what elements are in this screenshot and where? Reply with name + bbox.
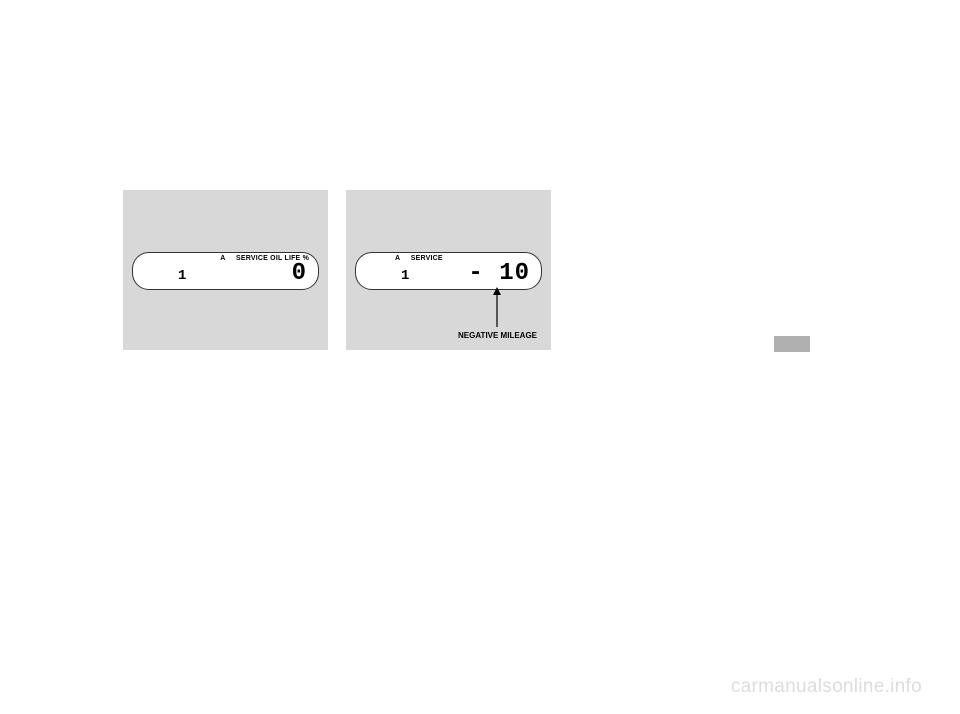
display-panel-2: A SERVICE 1 - 10 NEGATIVE MILEAGE — [346, 190, 551, 350]
lcd-screen-2: A SERVICE 1 - 10 — [355, 252, 542, 290]
manual-page: A SERVICE OIL LIFE % 1 0 A — [0, 0, 960, 714]
lcd-value-2: - 10 — [468, 260, 530, 287]
lcd-value-row-1: 1 0 — [140, 260, 311, 287]
page-tab — [774, 336, 810, 352]
lcd-value-1: 0 — [292, 260, 307, 287]
lcd-indicator-1: 1 — [178, 268, 186, 284]
lcd-value-row-2: 1 - 10 — [363, 260, 534, 287]
lcd-content-1: A SERVICE OIL LIFE % 1 0 — [140, 255, 311, 287]
display-diagrams-row: A SERVICE OIL LIFE % 1 0 A — [123, 190, 551, 350]
lcd-content-2: A SERVICE 1 - 10 — [363, 255, 534, 287]
arrow-icon — [491, 287, 503, 329]
watermark-text: carmanualsonline.info — [731, 676, 922, 698]
negative-mileage-caption: NEGATIVE MILEAGE — [458, 331, 537, 340]
lcd-indicator-2: 1 — [401, 268, 409, 284]
lcd-screen-1: A SERVICE OIL LIFE % 1 0 — [132, 252, 319, 290]
display-panel-1: A SERVICE OIL LIFE % 1 0 — [123, 190, 328, 350]
